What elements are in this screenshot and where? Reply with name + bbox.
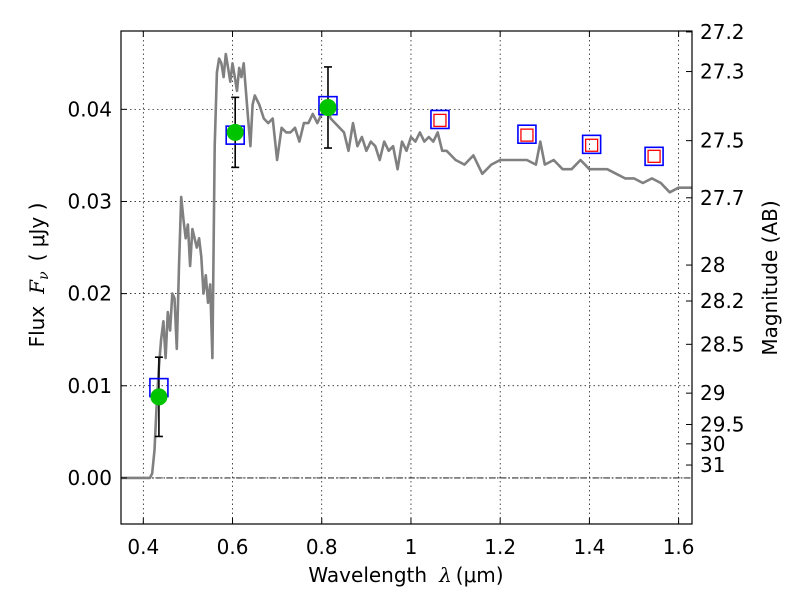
y-axis-label-text: Flux xyxy=(25,306,49,348)
x-tick-label: 0.4 xyxy=(127,535,159,559)
y2-tick-label: 28.2 xyxy=(700,289,745,313)
x-tick-label: 0.8 xyxy=(306,535,338,559)
observed-photometry-marker xyxy=(319,98,337,116)
y2-tick-label: 28.5 xyxy=(700,332,745,356)
model-photometry-marker xyxy=(517,124,537,145)
predicted-photometry-marker xyxy=(647,149,661,163)
x-axis-label-unit: (μm) xyxy=(456,563,504,587)
x-axis-label-symbol: λ xyxy=(438,563,452,587)
y-tick-label: 0.00 xyxy=(67,466,112,490)
y2-tick-label: 27.5 xyxy=(700,129,745,153)
x-tick-label: 1.4 xyxy=(573,535,605,559)
y2-tick-label: 27.2 xyxy=(700,20,745,44)
model-photometry-marker xyxy=(430,109,450,130)
y2-tick-label: 27.7 xyxy=(700,186,745,210)
y2-tick-label: 29.5 xyxy=(700,412,745,436)
y-axis-label-symbol: F xyxy=(25,279,49,295)
model-photometry-marker xyxy=(644,146,664,167)
y-axis-label: Flux Fν ( μJy ) xyxy=(25,203,52,348)
y-axis-label-unit: ( μJy ) xyxy=(25,203,49,262)
y-tick-label: 0.04 xyxy=(67,97,112,121)
y2-tick-label: 30 xyxy=(700,432,725,456)
y-axis-label-subscript: ν xyxy=(36,271,52,280)
y2-axis-label: Magnitude (AB) xyxy=(758,200,782,355)
spectrum-line xyxy=(121,52,692,480)
predicted-photometry-marker xyxy=(433,113,447,128)
model-photometry-marker xyxy=(581,134,602,155)
marker-group xyxy=(149,66,664,438)
observed-photometry-marker xyxy=(226,123,244,141)
observed-photometry-marker xyxy=(150,388,168,406)
predicted-photometry-marker xyxy=(584,138,599,152)
y-tick-label: 0.03 xyxy=(67,189,112,213)
series-group xyxy=(121,52,692,480)
x-axis-label-text: Wavelength xyxy=(308,563,427,587)
predicted-photometry-marker xyxy=(520,128,534,142)
x-tick-label: 1.2 xyxy=(484,535,516,559)
y2-tick-label: 29 xyxy=(700,381,725,405)
y2-tick-label: 28 xyxy=(700,253,725,277)
x-tick-label: 0.6 xyxy=(217,535,249,559)
y-axis-ticks: 0.00 0.01 0.02 0.03 0.04 xyxy=(67,97,127,490)
x-axis-ticks: 0.4 0.6 0.8 1 1.2 1.4 1.6 xyxy=(127,31,695,559)
x-axis-label: Wavelength λ (μm) xyxy=(308,563,503,587)
plot-frame xyxy=(120,30,693,525)
y2-tick-label: 31 xyxy=(700,453,725,477)
x-tick-label: 1.6 xyxy=(663,535,695,559)
y-tick-label: 0.01 xyxy=(67,374,112,398)
y2-tick-label: 27.3 xyxy=(700,60,745,84)
x-tick-label: 1 xyxy=(405,535,418,559)
y-tick-label: 0.02 xyxy=(67,282,112,306)
